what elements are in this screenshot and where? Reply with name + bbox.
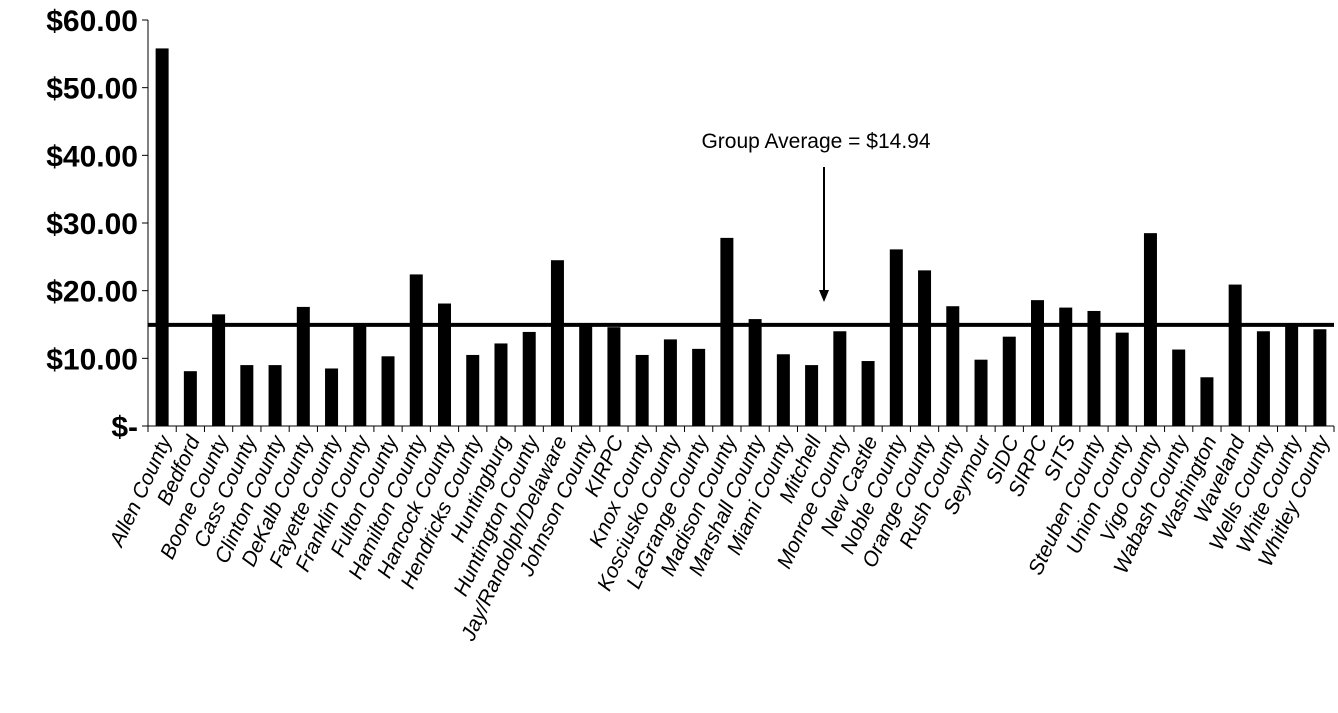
group-average-annotation: Group Average = $14.94 [701,130,930,153]
y-tick-label: $40.00 [46,140,138,173]
bar [579,324,593,426]
bar [918,270,932,426]
bar [1285,324,1299,426]
bar [409,274,423,426]
bar [1002,336,1016,426]
y-axis: $- $10.00 $20.00 $30.00 $40.00 $50.00 $60.00 [46,5,149,444]
y-tick-label: $30.00 [46,208,138,241]
bar [1172,349,1186,426]
bar [155,48,169,427]
bar [861,361,875,426]
bar [635,354,649,426]
y-tick-label: $- [111,411,138,444]
bar [1087,310,1101,426]
bar [494,343,508,426]
y-tick-label: $10.00 [46,343,138,376]
bar [1313,329,1327,426]
bar [522,331,536,426]
bar [889,249,903,426]
bar [692,348,706,426]
y-tick-label: $50.00 [46,73,138,106]
bar [663,339,677,426]
bar [946,306,960,426]
bar [1200,377,1214,426]
bars [155,48,1327,427]
bar [1143,233,1157,426]
bar [748,319,762,426]
bar [833,331,847,426]
bar [1256,331,1270,426]
y-tick-label: $20.00 [46,276,138,309]
bar [212,314,226,426]
bar [776,354,790,426]
y-tick-label: $60.00 [46,5,138,38]
bar [1031,300,1044,426]
bar [974,359,988,426]
annotation-arrowhead [819,290,829,302]
bar [325,368,339,426]
bar [720,237,734,426]
bar [1059,307,1073,426]
bar [1228,284,1242,426]
bar [550,260,564,426]
bar [353,323,367,426]
bar [805,365,819,426]
bar [240,365,254,426]
bar [381,356,395,426]
bar [607,327,621,426]
bar [1115,332,1129,426]
bar [296,306,310,426]
bar [268,365,282,426]
bar [438,303,451,426]
bar [183,371,197,426]
bar [466,354,480,426]
